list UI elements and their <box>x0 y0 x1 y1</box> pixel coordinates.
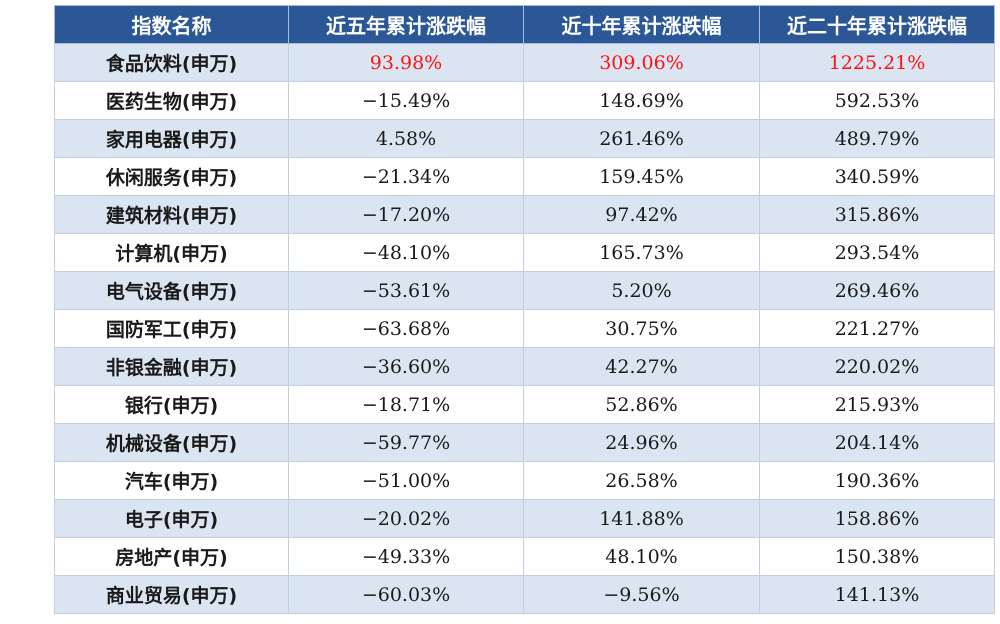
header-index-name: 指数名称 <box>54 5 289 44</box>
table-row: 国防军工(申万) −63.68% 30.75% 221.27% <box>54 309 995 348</box>
five-year-return-cell: 4.58% <box>288 119 524 158</box>
twenty-year-return-cell: 150.38% <box>759 537 995 576</box>
index-name-cell: 房地产(申万) <box>54 537 289 576</box>
five-year-return-cell: −48.10% <box>288 233 524 272</box>
ten-year-return-cell: 48.10% <box>523 537 760 576</box>
twenty-year-return-cell: 1225.21% <box>759 43 995 82</box>
index-name-cell: 汽车(申万) <box>54 461 289 500</box>
table-row: 汽车(申万) −51.00% 26.58% 190.36% <box>54 461 995 500</box>
table-row: 医药生物(申万) −15.49% 148.69% 592.53% <box>54 81 995 120</box>
five-year-return-cell: −15.49% <box>288 81 524 120</box>
twenty-year-return-cell: 269.46% <box>759 271 995 310</box>
index-name-cell: 银行(申万) <box>54 385 289 424</box>
five-year-return-cell: −51.00% <box>288 461 524 500</box>
ten-year-return-cell: 261.46% <box>523 119 760 158</box>
ten-year-return-cell: −9.56% <box>523 575 760 614</box>
five-year-return-cell: −18.71% <box>288 385 524 424</box>
ten-year-return-cell: 42.27% <box>523 347 760 386</box>
ten-year-return-cell: 165.73% <box>523 233 760 272</box>
ten-year-return-cell: 141.88% <box>523 499 760 538</box>
header-10y-return: 近十年累计涨跌幅 <box>523 5 760 44</box>
ten-year-return-cell: 97.42% <box>523 195 760 234</box>
index-return-table-container: 指数名称 近五年累计涨跌幅 近十年累计涨跌幅 近二十年累计涨跌幅 食品饮料(申万… <box>54 5 995 614</box>
five-year-return-cell: −63.68% <box>288 309 524 348</box>
five-year-return-cell: 93.98% <box>288 43 524 82</box>
table-row: 商业贸易(申万) −60.03% −9.56% 141.13% <box>54 575 995 614</box>
table-row: 休闲服务(申万) −21.34% 159.45% 340.59% <box>54 157 995 196</box>
index-name-cell: 休闲服务(申万) <box>54 157 289 196</box>
ten-year-return-cell: 5.20% <box>523 271 760 310</box>
ten-year-return-cell: 309.06% <box>523 43 760 82</box>
index-name-cell: 电子(申万) <box>54 499 289 538</box>
ten-year-return-cell: 24.96% <box>523 423 760 462</box>
twenty-year-return-cell: 215.93% <box>759 385 995 424</box>
index-name-cell: 家用电器(申万) <box>54 119 289 158</box>
header-20y-return: 近二十年累计涨跌幅 <box>759 5 995 44</box>
table-row: 食品饮料(申万) 93.98% 309.06% 1225.21% <box>54 43 995 82</box>
index-name-cell: 医药生物(申万) <box>54 81 289 120</box>
twenty-year-return-cell: 489.79% <box>759 119 995 158</box>
twenty-year-return-cell: 592.53% <box>759 81 995 120</box>
table-row: 银行(申万) −18.71% 52.86% 215.93% <box>54 385 995 424</box>
five-year-return-cell: −21.34% <box>288 157 524 196</box>
ten-year-return-cell: 159.45% <box>523 157 760 196</box>
index-name-cell: 非银金融(申万) <box>54 347 289 386</box>
table-row: 家用电器(申万) 4.58% 261.46% 489.79% <box>54 119 995 158</box>
five-year-return-cell: −17.20% <box>288 195 524 234</box>
ten-year-return-cell: 30.75% <box>523 309 760 348</box>
ten-year-return-cell: 52.86% <box>523 385 760 424</box>
table-row: 电气设备(申万) −53.61% 5.20% 269.46% <box>54 271 995 310</box>
twenty-year-return-cell: 315.86% <box>759 195 995 234</box>
index-return-table: 指数名称 近五年累计涨跌幅 近十年累计涨跌幅 近二十年累计涨跌幅 食品饮料(申万… <box>54 5 995 614</box>
twenty-year-return-cell: 190.36% <box>759 461 995 500</box>
twenty-year-return-cell: 293.54% <box>759 233 995 272</box>
five-year-return-cell: −59.77% <box>288 423 524 462</box>
index-name-cell: 建筑材料(申万) <box>54 195 289 234</box>
five-year-return-cell: −60.03% <box>288 575 524 614</box>
table-row: 房地产(申万) −49.33% 48.10% 150.38% <box>54 537 995 576</box>
twenty-year-return-cell: 340.59% <box>759 157 995 196</box>
table-row: 计算机(申万) −48.10% 165.73% 293.54% <box>54 233 995 272</box>
twenty-year-return-cell: 158.86% <box>759 499 995 538</box>
table-row: 机械设备(申万) −59.77% 24.96% 204.14% <box>54 423 995 462</box>
ten-year-return-cell: 26.58% <box>523 461 760 500</box>
index-name-cell: 商业贸易(申万) <box>54 575 289 614</box>
index-name-cell: 国防军工(申万) <box>54 309 289 348</box>
ten-year-return-cell: 148.69% <box>523 81 760 120</box>
table-row: 电子(申万) −20.02% 141.88% 158.86% <box>54 499 995 538</box>
index-name-cell: 机械设备(申万) <box>54 423 289 462</box>
twenty-year-return-cell: 141.13% <box>759 575 995 614</box>
index-name-cell: 食品饮料(申万) <box>54 43 289 82</box>
table-row: 非银金融(申万) −36.60% 42.27% 220.02% <box>54 347 995 386</box>
header-5y-return: 近五年累计涨跌幅 <box>288 5 524 44</box>
twenty-year-return-cell: 221.27% <box>759 309 995 348</box>
table-header-row: 指数名称 近五年累计涨跌幅 近十年累计涨跌幅 近二十年累计涨跌幅 <box>54 5 995 44</box>
table-row: 建筑材料(申万) −17.20% 97.42% 315.86% <box>54 195 995 234</box>
twenty-year-return-cell: 220.02% <box>759 347 995 386</box>
five-year-return-cell: −36.60% <box>288 347 524 386</box>
five-year-return-cell: −20.02% <box>288 499 524 538</box>
five-year-return-cell: −53.61% <box>288 271 524 310</box>
five-year-return-cell: −49.33% <box>288 537 524 576</box>
twenty-year-return-cell: 204.14% <box>759 423 995 462</box>
index-name-cell: 计算机(申万) <box>54 233 289 272</box>
index-name-cell: 电气设备(申万) <box>54 271 289 310</box>
